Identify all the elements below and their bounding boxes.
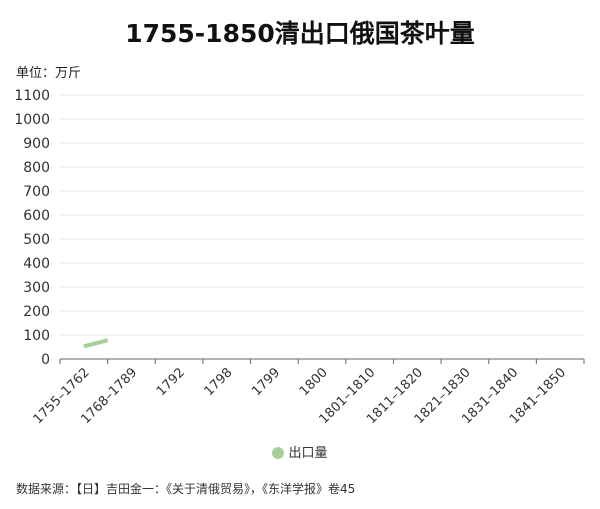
y-tick-label: 800 [23,160,50,176]
y-tick-label: 600 [23,208,50,224]
y-tick-label: 1100 [14,88,50,104]
y-tick-label: 900 [23,136,50,152]
legend-dot-icon [272,447,285,459]
y-tick-label: 1000 [14,112,50,128]
legend[interactable]: 出口量 [0,442,600,461]
x-tick-label: 1798 [202,365,236,399]
x-tick-label: 1799 [249,365,283,399]
unit-label: 单位：万斤 [16,66,82,81]
chart-title: 1755-1850清出口俄国茶叶量 [125,19,475,48]
y-tick-label: 700 [23,184,50,200]
series-marks [83,338,109,349]
x-tick-label: 1792 [154,365,188,399]
y-tick-label: 500 [23,232,50,248]
y-tick-label: 200 [23,304,50,320]
series-line [83,338,109,349]
y-tick-label: 300 [23,280,50,296]
source-note: 数据来源：【日】吉田金一：《关于清俄贸易》，《东洋学报》卷45 [16,482,356,496]
x-tick-label: 1800 [297,365,331,399]
y-tick-label: 100 [23,328,50,344]
y-tick-label: 400 [23,256,50,272]
y-tick-label: 0 [41,352,50,368]
y-axis-ticks: 0 100 200 300 400 500 600 700 800 900 1000 1100 [14,88,50,368]
legend-label: 出口量 [288,446,328,461]
grid-lines [60,94,584,360]
